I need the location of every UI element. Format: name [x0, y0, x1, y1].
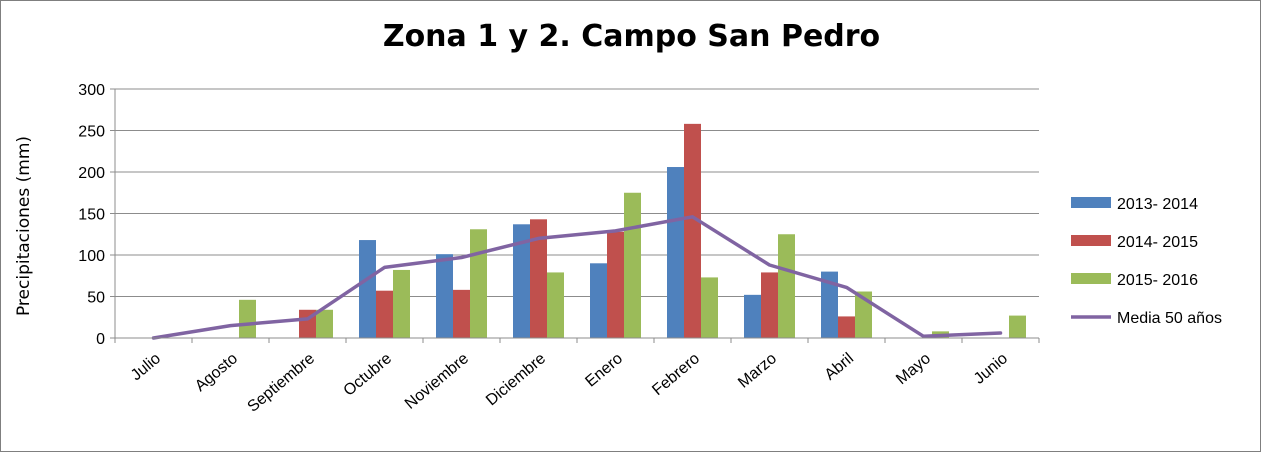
x-tick-label: Noviembre — [402, 350, 472, 413]
y-axis-title: Precipitaciones (mm) — [14, 136, 34, 316]
bar-2015-2016-agosto — [239, 299, 256, 338]
x-tick-label: Enero — [582, 350, 626, 391]
bar-2014-2015-enero — [607, 231, 624, 338]
y-tick-label: 150 — [78, 207, 105, 224]
x-tick-label: Junio — [971, 350, 1011, 388]
bar-2013-2014-marzo — [744, 294, 761, 338]
y-tick-label: 0 — [96, 331, 105, 348]
y-tick-label: 100 — [78, 248, 105, 265]
bars-layer — [239, 123, 1026, 338]
bar-2014-2015-marzo — [761, 272, 778, 338]
legend-label: 2014- 2015 — [1117, 234, 1198, 251]
x-tick-label: Febrero — [649, 350, 703, 399]
legend-label: 2015- 2016 — [1117, 272, 1198, 289]
bar-2015-2016-diciembre — [547, 272, 564, 338]
bar-2015-2016-abril — [855, 291, 872, 338]
bar-2014-2015-febrero — [684, 123, 701, 338]
bar-2014-2015-noviembre — [453, 289, 470, 338]
x-tick-label: Mayo — [893, 350, 934, 388]
bar-2013-2014-febrero — [667, 167, 684, 338]
bar-2014-2015-abril — [838, 316, 855, 338]
x-axis-labels: Julio Agosto Septiembre Octubre Noviembre Dic… — [128, 350, 1011, 416]
x-tick-label: Abril — [822, 350, 857, 384]
bar-2015-2016-febrero — [701, 277, 718, 338]
bar-2015-2016-junio — [1009, 315, 1026, 338]
y-axis-ticks: 0 50 100 150 200 250 300 — [78, 82, 115, 348]
bar-2014-2015-octubre — [376, 290, 393, 338]
bar-2015-2016-enero — [624, 192, 641, 338]
legend-swatch — [1071, 197, 1111, 208]
legend: 2013- 2014 2014- 2015 2015- 2016 Media 50 a… — [1071, 196, 1222, 327]
y-tick-label: 300 — [78, 82, 105, 99]
bar-2013-2014-noviembre — [436, 254, 453, 338]
bar-2013-2014-abril — [821, 271, 838, 338]
bar-2013-2014-enero — [590, 263, 607, 338]
line-layer — [151, 215, 1003, 340]
y-tick-label: 50 — [87, 290, 105, 307]
legend-label: 2013- 2014 — [1117, 196, 1198, 213]
x-tick-label: Agosto — [192, 350, 241, 395]
x-tick-label: Septiembre — [244, 350, 318, 416]
y-tick-label: 250 — [78, 124, 105, 141]
bar-2014-2015-diciembre — [530, 219, 547, 338]
x-tick-label: Octubre — [341, 350, 396, 400]
bar-2013-2014-octubre — [359, 240, 376, 338]
x-tick-label: Marzo — [735, 350, 780, 392]
grid-layer — [115, 88, 1039, 297]
chart-title: Zona 1 y 2. Campo San Pedro — [382, 19, 881, 54]
legend-swatch — [1071, 235, 1111, 246]
y-tick-label: 200 — [78, 165, 105, 182]
legend-swatch — [1071, 273, 1111, 284]
x-tick-label: Diciembre — [483, 350, 549, 409]
bar-2015-2016-septiembre — [316, 309, 333, 338]
legend-label: Media 50 años — [1117, 310, 1222, 327]
series-line-media — [151, 215, 1003, 340]
axis-layer — [114, 89, 1040, 343]
x-tick-label: Julio — [128, 350, 164, 384]
bar-2015-2016-marzo — [778, 234, 795, 338]
bar-2015-2016-octubre — [393, 269, 410, 338]
bar-2013-2014-diciembre — [513, 224, 530, 338]
bar-2015-2016-noviembre — [470, 229, 487, 338]
